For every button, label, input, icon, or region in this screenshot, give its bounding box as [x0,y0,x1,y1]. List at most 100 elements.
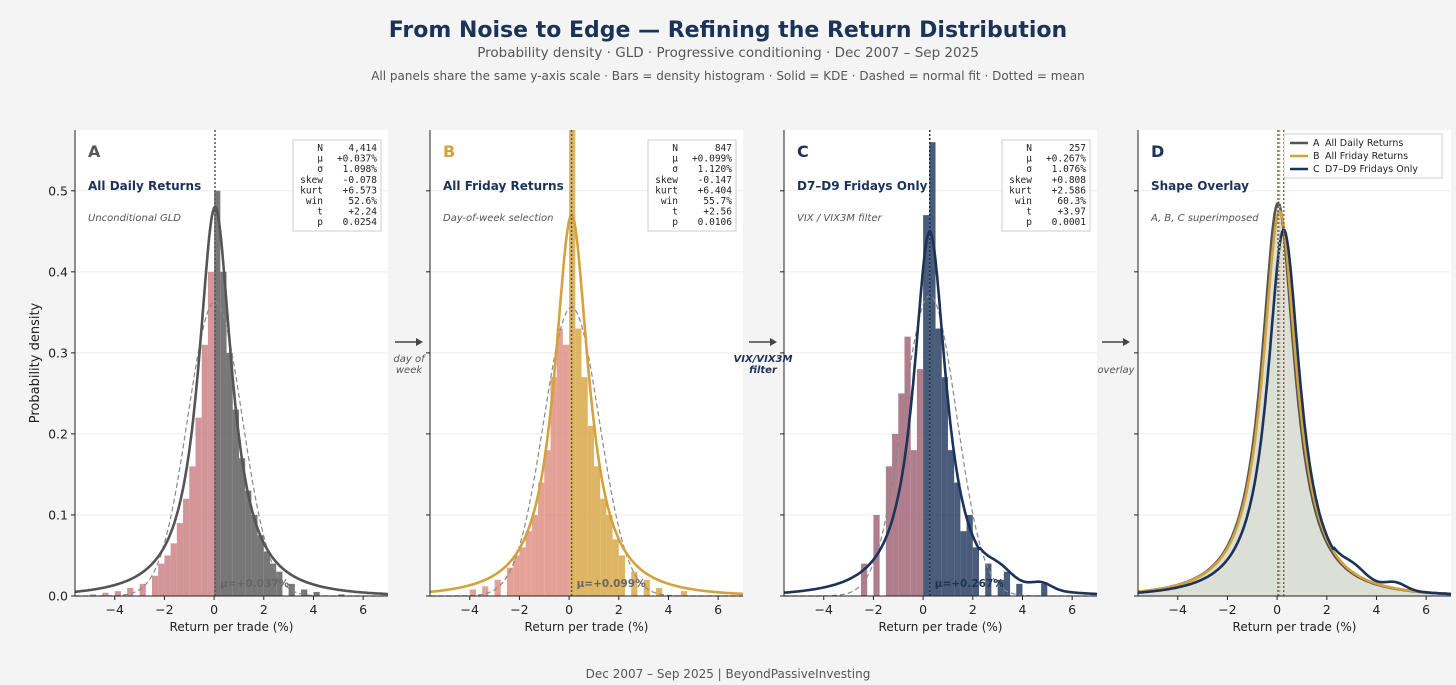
y-tick-label: 0.4 [48,264,68,279]
panel-desc: Unconditional GLD [88,213,181,224]
transition-arrow: VIX/VIX3M filter [734,338,792,376]
legend-box [1283,133,1443,179]
arrow-label-line: day of [393,354,426,365]
panel-desc: A, B, C superimposed [1150,213,1259,224]
y-tick-label: 0.1 [48,507,68,522]
stat-value: +6.573 [343,185,377,196]
stat-label: win [306,196,323,207]
mean-label: μ=+0.037% [220,578,290,590]
stat-value: 0.0001 [1052,217,1087,228]
histogram-bar [606,514,613,596]
histogram-bar [985,563,992,596]
histogram-bar [226,352,233,596]
histogram-bar [550,377,557,596]
histogram-bar [519,547,526,596]
histogram-bar [176,523,184,596]
histogram-bar [263,551,271,596]
stat-label: win [1015,196,1032,207]
panel-letter: C [797,142,809,161]
histogram-bar [892,433,899,596]
histogram-bar [338,594,345,596]
stat-label: kurt [655,185,678,196]
x-tick-label: 0 [565,602,573,617]
histogram-bar [270,563,277,596]
x-tick-label: 6 [1068,602,1076,617]
panel-A: μ=+0.037% N 4,414 μ +0.037% σ 1.098% skew -0.078… [48,130,388,634]
x-tick-label: 6 [359,602,367,617]
stats-box [647,139,737,232]
histogram-bar [89,594,97,596]
histogram-bar [301,589,308,596]
histogram-bar [276,571,283,596]
panel-letter: D [1151,142,1164,161]
stat-value: 1.120% [698,164,733,175]
stat-label: σ [317,164,323,175]
arrow-head-icon [1123,338,1130,346]
x-tick-label: 6 [1422,602,1430,617]
transition-arrow: overlay [1097,338,1136,376]
x-tick-label: 2 [260,602,268,617]
arrow-label: day of week [393,354,426,376]
stat-value: 0.0254 [343,217,378,228]
histogram-bar [102,592,109,596]
stat-label: μ [672,154,678,165]
stat-value: 847 [715,143,732,154]
kde-line [429,213,744,596]
histogram-bar [513,555,520,596]
mean-label: μ=+0.267% [935,578,1005,590]
histogram-bar [618,555,626,596]
stat-value: 55.7% [703,196,732,207]
histogram-bar [631,571,638,596]
x-tick-label: 0 [919,602,927,617]
normal-fit-line [430,306,743,597]
chart-subtitle: Probability density · GLD · Progressive … [477,45,979,61]
histogram-bar [898,393,905,596]
stat-value: +2.586 [1052,185,1087,196]
arrow-label: overlay [1097,365,1135,376]
stat-value: +3.97 [1057,207,1086,218]
histogram-bar [127,587,134,596]
panel-D: A All Daily Returns B All Friday Returns C D7… [1134,130,1452,634]
histogram-bar [538,482,545,596]
histogram-bar [1016,583,1023,596]
histogram-bar [916,369,924,596]
x-axis-label: Return per trade (%) [879,620,1003,634]
panel-desc: VIX / VIX3M filter [797,213,882,224]
panel-letter: B [443,142,455,161]
stat-label: σ [1026,164,1032,175]
kde-line [74,205,388,596]
legend-key: C [1313,164,1320,175]
histogram-bar [164,555,171,596]
stat-label: t [672,207,678,218]
y-tick-label: 0.3 [48,345,68,360]
histogram-bar [656,587,663,596]
panel-name: D7–D9 Fridays Only [797,179,928,193]
x-tick-label: 6 [714,602,722,617]
x-tick-label: −2 [155,602,173,617]
histogram-bar [587,425,594,596]
histogram-bar [600,498,607,596]
histogram-bar [183,498,190,596]
histogram-bar [494,579,501,596]
histogram-bar [575,328,582,596]
histogram-bar [929,142,936,596]
stat-value: +0.267% [1046,154,1086,165]
y-tick-label: 0.2 [48,426,68,441]
histogram-bar [220,271,227,596]
stat-label: t [317,207,323,218]
stat-label: p [317,217,323,228]
chart-title: From Noise to Edge — Refining the Return… [388,18,1068,43]
histogram-bar [904,336,911,596]
x-tick-label: 4 [664,602,672,617]
kde-line [783,229,1098,596]
x-tick-label: 4 [309,602,317,617]
legend-label: All Daily Returns [1325,138,1403,149]
x-axis-label: Return per trade (%) [525,620,649,634]
histogram-bar [910,450,917,596]
arrow-label-line: week [396,365,423,376]
y-axis-label: Probability density [28,302,43,423]
histogram-bar [114,591,121,596]
histogram-bar [954,482,961,596]
histogram-bar [139,583,146,596]
